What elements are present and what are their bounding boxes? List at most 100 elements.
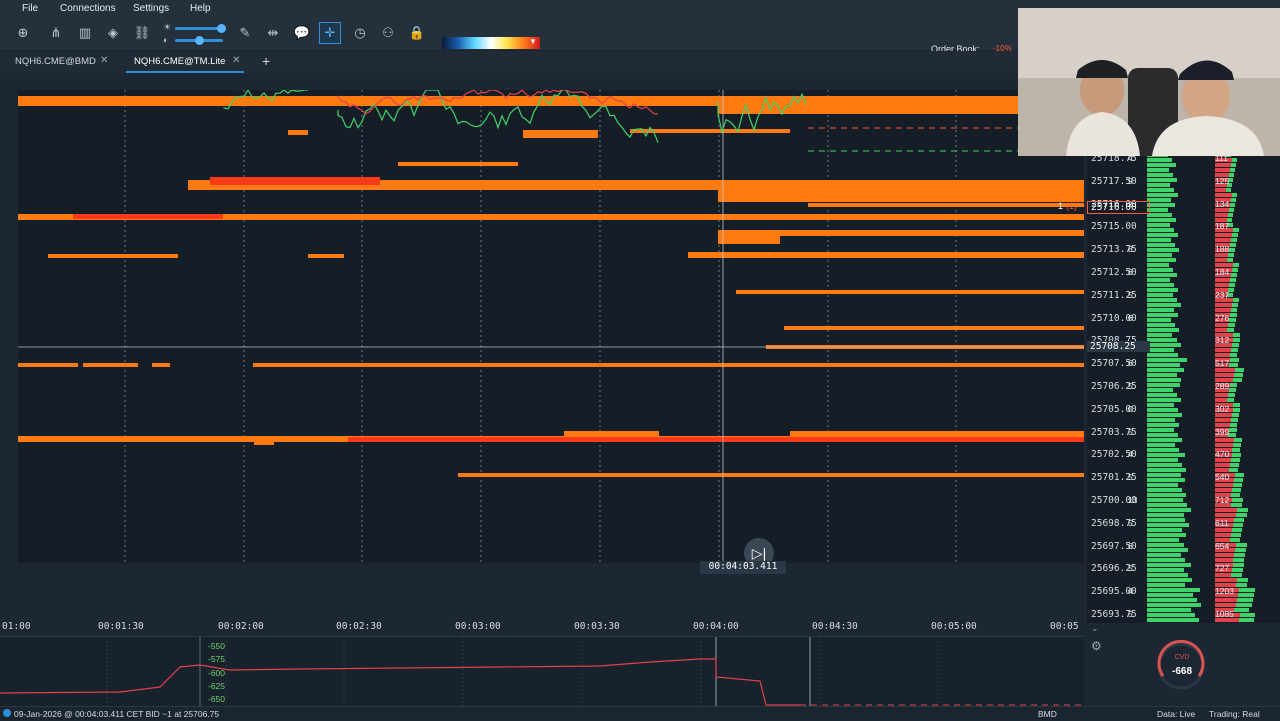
ask-size-label: 5 xyxy=(1128,472,1133,483)
liquidity-band xyxy=(398,162,518,166)
bid-price-trace xyxy=(337,90,659,143)
bid-volume-bar xyxy=(1227,398,1234,402)
bid-volume-bar xyxy=(1147,183,1170,187)
ask-volume-bar xyxy=(1215,268,1232,272)
bid-volume-bar xyxy=(1233,443,1241,447)
tab-nqh6-bmd[interactable]: NQH6.CME@BMD xyxy=(15,56,96,67)
ask-size-label: 4 xyxy=(1128,449,1133,460)
measure-icon[interactable]: ⇹ xyxy=(267,25,279,40)
ask-volume-bar xyxy=(1215,443,1233,447)
status-source: BMD xyxy=(1038,709,1057,719)
bid-volume-bar xyxy=(1233,563,1244,567)
heatmap-gradient-selector[interactable] xyxy=(442,37,540,49)
link-icon[interactable]: ⛓ xyxy=(133,25,151,40)
comment-icon[interactable]: 💬 xyxy=(293,25,311,40)
add-chart-icon[interactable]: ⊕ xyxy=(17,25,29,40)
bid-volume-bar xyxy=(1231,273,1237,277)
ask-volume-bar xyxy=(1215,173,1229,177)
timer-icon[interactable]: ◷ xyxy=(354,25,366,40)
order-marker[interactable]: 1 xyxy=(1058,201,1064,211)
liquidity-band xyxy=(718,236,780,244)
tab-nqh6-bmd-close-icon[interactable]: ✕ xyxy=(100,55,109,66)
bid-size-label: 399 xyxy=(1215,426,1230,437)
liquidity-band xyxy=(630,129,790,133)
bid-volume-bar xyxy=(1229,428,1237,432)
bid-volume-bar xyxy=(1231,418,1238,422)
ask-volume-bar xyxy=(1215,193,1232,197)
bid-volume-bar xyxy=(1147,288,1178,292)
highlighted-price-label: 25716.00 xyxy=(1087,201,1150,214)
bid-volume-bar xyxy=(1232,413,1239,417)
chevron-down-icon[interactable]: ▼ xyxy=(529,37,537,46)
bid-size-label: 134 xyxy=(1215,198,1230,209)
add-tab-button[interactable]: + xyxy=(262,53,271,69)
gear-icon[interactable]: ⚙ xyxy=(1091,639,1102,653)
status-timestamp: 09-Jan-2026 @ 00:04:03.411 CET BID ~1 at… xyxy=(14,709,220,719)
liquidity-band xyxy=(18,363,78,367)
bid-volume-bar xyxy=(1147,283,1174,287)
lock-icon[interactable]: 🔒 xyxy=(408,25,426,40)
bid-volume-bar xyxy=(1234,373,1243,377)
price-level-label: 25697.50 xyxy=(1091,540,1137,552)
chevron-down-icon[interactable]: ⌄ xyxy=(1091,623,1099,633)
bid-volume-bar xyxy=(1233,228,1239,232)
menu-connections[interactable]: Connections xyxy=(60,3,116,14)
ask-volume-bar xyxy=(1215,483,1233,487)
tab-nqh6-tm-lite-close-icon[interactable]: ✕ xyxy=(232,55,241,66)
bid-volume-bar xyxy=(1230,168,1235,172)
liquidity-band xyxy=(73,214,223,219)
menu-help[interactable]: Help xyxy=(190,3,211,14)
liquidity-band xyxy=(254,440,274,445)
contrast-icon: ◐ xyxy=(163,35,169,45)
brightness-slider[interactable] xyxy=(175,27,223,30)
bid-volume-bar xyxy=(1147,353,1178,357)
menu-file[interactable]: File xyxy=(22,3,39,14)
bid-volume-bar xyxy=(1147,428,1174,432)
time-tick-label: 00:01:30 xyxy=(98,621,144,632)
ask-volume-bar xyxy=(1215,513,1236,517)
price-scale-panel[interactable] xyxy=(1087,153,1280,623)
order-book-percent[interactable]: -10% xyxy=(993,44,1012,53)
price-level-label: 25700.00 xyxy=(1091,495,1137,506)
bid-volume-bar xyxy=(1232,303,1238,307)
crosshair-icon[interactable]: ✛ xyxy=(319,22,341,44)
share-icon[interactable]: ⋔ xyxy=(50,25,62,40)
order-icon[interactable]: ⚇ xyxy=(382,25,394,40)
chart-icon[interactable]: ▥ xyxy=(78,25,92,40)
ask-size-label: 5 xyxy=(1128,289,1133,300)
bid-volume-bar xyxy=(1234,518,1244,522)
bid-volume-bar xyxy=(1147,388,1173,392)
ask-size-label: 4 xyxy=(1128,153,1133,163)
layers-icon[interactable]: ◈ xyxy=(108,25,118,40)
bid-volume-bar xyxy=(1227,183,1232,187)
ask-volume-bar xyxy=(1215,258,1227,262)
contrast-slider-knob[interactable] xyxy=(195,36,204,45)
heatmap-chart[interactable] xyxy=(18,90,1084,563)
bid-volume-bar xyxy=(1228,178,1233,182)
tab-nqh6-tm-lite[interactable]: NQH6.CME@TM.Lite xyxy=(134,56,226,67)
cvd-panel[interactable]: -550 -575 -600 -625 -650 xyxy=(0,636,1084,707)
bid-volume-bar xyxy=(1147,328,1179,332)
bid-size-label: 1085 xyxy=(1215,609,1234,619)
liquidity-band xyxy=(348,437,1084,442)
bid-volume-bar xyxy=(1229,283,1235,287)
bid-volume-bar xyxy=(1147,163,1176,167)
brightness-slider-knob[interactable] xyxy=(217,24,226,33)
bid-volume-bar xyxy=(1147,618,1199,622)
ask-volume-bar xyxy=(1215,553,1234,557)
bid-volume-bar xyxy=(1147,178,1177,182)
ask-volume-bar xyxy=(1215,583,1236,587)
bid-volume-bar xyxy=(1235,473,1244,477)
bid-volume-bar xyxy=(1147,433,1178,437)
bid-volume-bar xyxy=(1229,363,1238,367)
bid-volume-bar xyxy=(1233,338,1240,342)
ask-volume-bar xyxy=(1215,538,1230,542)
webcam-overlay xyxy=(1018,8,1280,156)
pencil-icon[interactable]: ✎ xyxy=(239,25,251,40)
bid-size-label: 540 xyxy=(1215,472,1230,483)
ask-volume-bar xyxy=(1215,598,1237,602)
bid-volume-bar xyxy=(1229,318,1236,322)
ask-volume-bar xyxy=(1215,463,1230,467)
ask-volume-bar xyxy=(1215,283,1229,287)
menu-settings[interactable]: Settings xyxy=(133,3,170,14)
